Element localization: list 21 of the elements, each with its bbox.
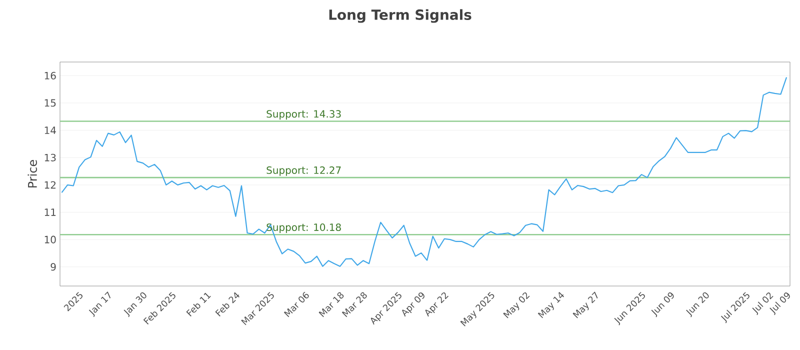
y-tick-label: 12 <box>44 181 56 189</box>
x-tick-label: Jun 20 <box>686 292 709 318</box>
x-tick-label: Feb 11 <box>186 292 211 316</box>
x-tick-label: Jan 30 <box>124 292 146 318</box>
y-tick-label: 16 <box>44 72 56 80</box>
x-tick-label: Mar 06 <box>284 292 309 318</box>
y-tick-label: 11 <box>44 208 56 216</box>
x-tick-label: Apr 22 <box>425 292 448 317</box>
chart-title: Long Term Signals <box>329 9 472 23</box>
ref-line-label: Support: 12.27 <box>266 166 341 176</box>
y-tick-label: 10 <box>44 236 56 244</box>
y-tick-label: 14 <box>44 126 56 134</box>
y-tick-label: 15 <box>44 99 56 107</box>
y-tick-label: 9 <box>50 263 56 271</box>
x-tick-label: Feb 24 <box>215 292 240 316</box>
y-axis-title: Price <box>28 160 37 188</box>
y-tick-label: 13 <box>44 154 56 162</box>
x-tick-label: Jun 09 <box>651 292 674 318</box>
x-tick-label: Apr 09 <box>402 292 424 317</box>
x-tick-label: Jan 17 <box>88 292 111 318</box>
ref-line-label: Support: 14.33 <box>266 110 341 120</box>
